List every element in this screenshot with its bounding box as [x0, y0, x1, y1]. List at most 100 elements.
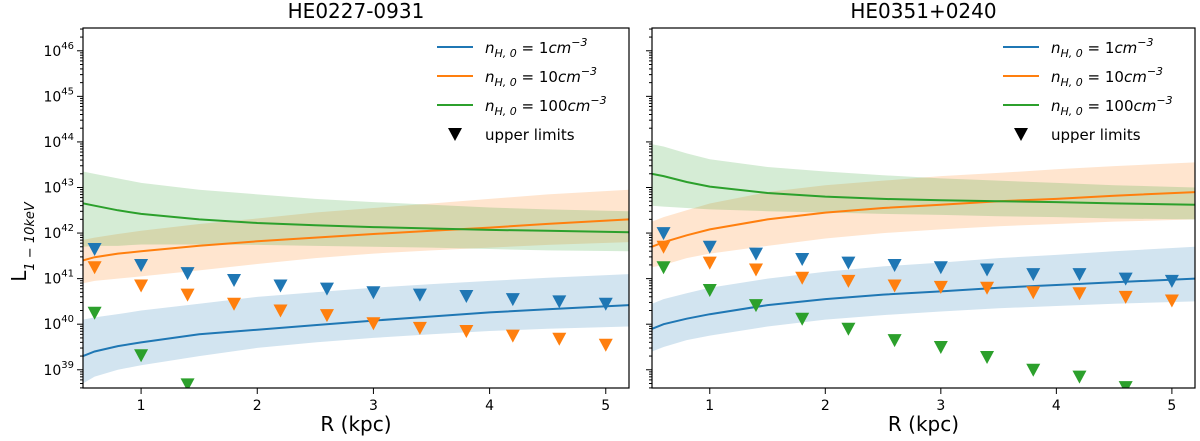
upper-limit-point	[134, 279, 149, 293]
y-tick-label: 1046	[43, 41, 74, 60]
plot-area	[83, 171, 629, 388]
upper-limit-point	[180, 378, 195, 388]
axes-frame	[82, 27, 630, 389]
y-tick-label: 1045	[43, 86, 74, 105]
upper-limit-point	[319, 309, 334, 323]
y-tick-label: 1041	[43, 269, 74, 288]
confidence-band-0	[652, 246, 1195, 352]
upper-limit-point	[933, 280, 948, 294]
upper-limit-point	[366, 317, 381, 331]
panel-he0227-0931: 1 2 3 4 5 1039 1040 1041 1042 1043 1044 1045 1046 HE0…	[43, 0, 630, 436]
upper-limit-point	[656, 227, 671, 241]
upper-limit-point	[1118, 290, 1133, 304]
legend-label: nH, 0 = 100cm−3	[1051, 94, 1173, 118]
upper-limit-point	[87, 306, 102, 320]
y-axis-label: L1 − 10keV	[7, 201, 38, 282]
x-tick-label: 5	[601, 398, 610, 414]
x-tick-label: 4	[485, 398, 494, 414]
upper-limit-point	[841, 322, 856, 336]
y-tick-label: 1042	[43, 223, 74, 242]
upper-limit-point	[656, 240, 671, 254]
upper-limit-point	[702, 256, 717, 270]
upper-limit-point	[656, 261, 671, 275]
x-tick-label: 1	[705, 398, 714, 414]
legend-label: nH, 0 = 10cm−3	[1051, 65, 1163, 89]
upper-limit-point	[1026, 286, 1041, 300]
upper-limit-point	[841, 256, 856, 270]
upper-limit-point	[702, 240, 717, 254]
upper-limit-point	[87, 243, 102, 257]
upper-limit-point	[227, 274, 242, 287]
series-line-0	[83, 304, 629, 358]
upper-limit-point	[1118, 381, 1133, 388]
series-line-0	[652, 277, 1195, 330]
x-tick-label: 5	[1167, 398, 1176, 414]
confidence-band-2	[652, 144, 1195, 220]
upper-limit-point	[552, 332, 567, 346]
legend-swatch	[448, 128, 462, 141]
x-tick-label: 3	[936, 398, 945, 414]
upper-limit-point	[412, 288, 427, 302]
upper-limit-point	[980, 351, 995, 365]
upper-limit-point	[887, 279, 902, 293]
plot-area	[652, 144, 1195, 388]
y-tick-label: 1043	[43, 177, 74, 196]
upper-limit-point	[1026, 363, 1041, 377]
axes-frame	[651, 27, 1196, 389]
upper-limit-point	[887, 258, 902, 272]
upper-limit-point	[748, 263, 763, 277]
upper-limit-point	[227, 297, 242, 311]
legend-label: nH, 0 = 1cm−3	[485, 36, 588, 60]
upper-limit-point	[459, 325, 474, 339]
upper-limit-point	[273, 279, 288, 293]
x-tick-label: 2	[253, 398, 262, 414]
upper-limit-point	[552, 295, 567, 309]
upper-limit-point	[933, 261, 948, 275]
upper-limit-point	[1026, 268, 1041, 282]
x-tick-label: 1	[137, 398, 146, 414]
chart-title: HE0227-0931	[288, 0, 425, 23]
x-tick-label: 4	[1052, 398, 1061, 414]
x-axis-label: R (kpc)	[320, 412, 391, 436]
upper-limit-point	[366, 286, 381, 300]
upper-limit-point	[887, 334, 902, 348]
confidence-band-1	[652, 162, 1195, 268]
x-axis-label: R (kpc)	[888, 412, 959, 436]
upper-limit-point	[1164, 274, 1179, 288]
series-line-1	[652, 191, 1195, 248]
upper-limit-point	[319, 282, 334, 296]
x-tick-label: 3	[369, 398, 378, 414]
upper-limit-point	[134, 258, 149, 272]
upper-limit-point	[748, 247, 763, 261]
legend: nH, 0 = 1cm−3 nH, 0 = 10cm−3 nH, 0 = 100cm…	[437, 36, 607, 144]
upper-limit-point	[180, 288, 195, 302]
legend-swatch	[1014, 128, 1028, 141]
confidence-band-0	[83, 274, 629, 384]
upper-limit-point	[459, 289, 474, 303]
upper-limit-point	[134, 349, 149, 363]
upper-limit-point	[980, 281, 995, 295]
upper-limit-point	[795, 253, 810, 267]
legend-label: upper limits	[1051, 126, 1141, 144]
y-tick-label: 1040	[43, 314, 74, 333]
upper-limit-point	[598, 338, 613, 352]
upper-limit-point	[180, 267, 195, 281]
upper-limit-point	[412, 321, 427, 335]
upper-limit-point	[1118, 272, 1133, 286]
upper-limit-point	[841, 274, 856, 288]
legend-label: nH, 0 = 10cm−3	[485, 65, 597, 89]
upper-limit-point	[1072, 268, 1087, 282]
confidence-band-2	[83, 171, 629, 252]
series-line-2	[83, 202, 629, 234]
x-tick-label: 2	[821, 398, 830, 414]
upper-limit-point	[1072, 287, 1087, 301]
legend-label: nH, 0 = 1cm−3	[1051, 36, 1154, 60]
confidence-band-1	[83, 189, 629, 284]
upper-limit-point	[702, 284, 717, 298]
legend-label: upper limits	[485, 126, 575, 144]
legend: nH, 0 = 1cm−3 nH, 0 = 10cm−3 nH, 0 = 100cm…	[1003, 36, 1173, 144]
upper-limit-point	[795, 271, 810, 285]
chart-title: HE0351+0240	[850, 0, 996, 23]
